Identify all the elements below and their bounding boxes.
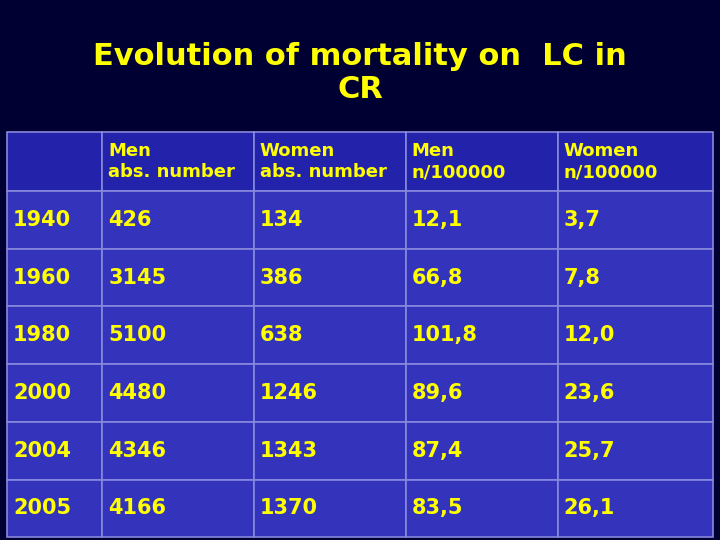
Text: 2005: 2005 xyxy=(13,498,71,518)
Bar xyxy=(406,480,557,537)
Bar xyxy=(406,307,557,364)
Text: Women
n/100000: Women n/100000 xyxy=(563,142,657,181)
Text: 101,8: 101,8 xyxy=(412,325,477,345)
Text: 4346: 4346 xyxy=(108,441,166,461)
Bar xyxy=(406,191,557,249)
Bar xyxy=(102,249,254,307)
Text: 3145: 3145 xyxy=(108,268,166,288)
Text: 1343: 1343 xyxy=(260,441,318,461)
Text: 426: 426 xyxy=(108,210,152,230)
Text: 66,8: 66,8 xyxy=(412,268,463,288)
Bar xyxy=(102,132,254,191)
Bar xyxy=(254,249,406,307)
Bar xyxy=(406,249,557,307)
Bar xyxy=(406,364,557,422)
Text: 638: 638 xyxy=(260,325,303,345)
Text: 386: 386 xyxy=(260,268,303,288)
Bar xyxy=(254,422,406,480)
Text: 7,8: 7,8 xyxy=(563,268,600,288)
Bar xyxy=(102,422,254,480)
Bar xyxy=(7,249,102,307)
Bar xyxy=(254,480,406,537)
Text: 23,6: 23,6 xyxy=(563,383,615,403)
Bar xyxy=(254,307,406,364)
Bar xyxy=(7,480,102,537)
Bar xyxy=(7,422,102,480)
Text: 83,5: 83,5 xyxy=(412,498,463,518)
Text: 87,4: 87,4 xyxy=(412,441,463,461)
Bar xyxy=(254,364,406,422)
Text: 2004: 2004 xyxy=(13,441,71,461)
Text: 4480: 4480 xyxy=(108,383,166,403)
Text: 1246: 1246 xyxy=(260,383,318,403)
Text: 12,1: 12,1 xyxy=(412,210,463,230)
Bar xyxy=(102,191,254,249)
Bar xyxy=(7,191,102,249)
Bar xyxy=(254,191,406,249)
Text: 2000: 2000 xyxy=(13,383,71,403)
Text: 25,7: 25,7 xyxy=(563,441,615,461)
Text: 1980: 1980 xyxy=(13,325,71,345)
Bar xyxy=(557,307,713,364)
Text: 134: 134 xyxy=(260,210,303,230)
Bar xyxy=(7,307,102,364)
Text: 1370: 1370 xyxy=(260,498,318,518)
Bar xyxy=(557,191,713,249)
Bar xyxy=(557,480,713,537)
Text: 89,6: 89,6 xyxy=(412,383,463,403)
Text: 26,1: 26,1 xyxy=(563,498,615,518)
Bar xyxy=(406,422,557,480)
Text: 4166: 4166 xyxy=(108,498,166,518)
Bar xyxy=(7,132,102,191)
Text: 3,7: 3,7 xyxy=(563,210,600,230)
Bar xyxy=(102,364,254,422)
Bar xyxy=(254,132,406,191)
Text: Women
abs. number: Women abs. number xyxy=(260,142,387,181)
Text: Men
abs. number: Men abs. number xyxy=(108,142,235,181)
Text: 12,0: 12,0 xyxy=(563,325,615,345)
Text: Men
n/100000: Men n/100000 xyxy=(412,142,506,181)
Text: 5100: 5100 xyxy=(108,325,166,345)
Bar xyxy=(557,132,713,191)
Text: Evolution of mortality on  LC in
CR: Evolution of mortality on LC in CR xyxy=(93,42,627,104)
Bar xyxy=(102,480,254,537)
Bar xyxy=(557,249,713,307)
Text: 1960: 1960 xyxy=(13,268,71,288)
Bar xyxy=(7,364,102,422)
Bar xyxy=(557,364,713,422)
Bar xyxy=(102,307,254,364)
Bar xyxy=(406,132,557,191)
Text: 1940: 1940 xyxy=(13,210,71,230)
Bar xyxy=(557,422,713,480)
